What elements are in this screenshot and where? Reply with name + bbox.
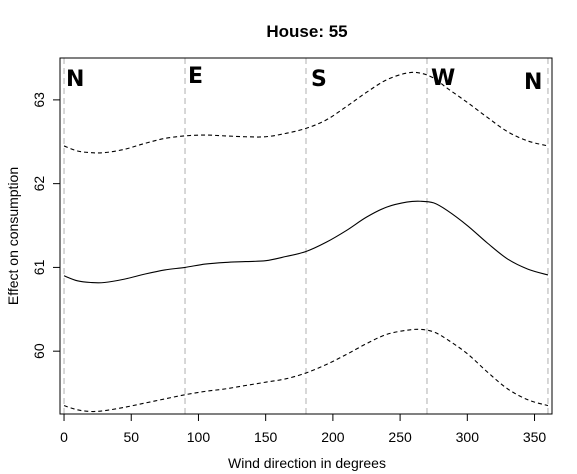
y-tick-label-62: 62 (31, 176, 47, 192)
direction-label-w-270: W (431, 66, 455, 91)
x-tick-label-100: 100 (187, 429, 211, 445)
x-tick-label-300: 300 (456, 429, 480, 445)
x-tick-label-200: 200 (321, 429, 345, 445)
x-tick-label-0: 0 (60, 429, 68, 445)
x-tick-label-150: 150 (254, 429, 278, 445)
chart-title: House: 55 (266, 22, 347, 41)
series-line-0 (63, 71, 549, 154)
y-tick-label-63: 63 (31, 92, 47, 108)
y-tick-label-61: 61 (31, 259, 47, 275)
x-tick-label-350: 350 (523, 429, 547, 445)
x-tick-label-250: 250 (388, 429, 412, 445)
y-axis: 60 61 62 63 (31, 92, 61, 359)
series-lines (63, 71, 549, 413)
x-axis-label: Wind direction in degrees (228, 455, 386, 471)
series-line-1 (63, 200, 549, 284)
y-tick-label-60: 60 (31, 343, 47, 359)
direction-label-n-0: N (66, 67, 84, 92)
series-line-2 (63, 328, 549, 413)
direction-label-s-180: S (311, 67, 327, 92)
direction-label-e-90: E (188, 64, 203, 89)
direction-label-n-360: N (524, 70, 542, 95)
x-tick-label-50: 50 (123, 429, 139, 445)
x-axis: 0 50 100 150 200 250 300 350 (60, 413, 547, 445)
y-axis-label: Effect on consumption (5, 167, 21, 305)
